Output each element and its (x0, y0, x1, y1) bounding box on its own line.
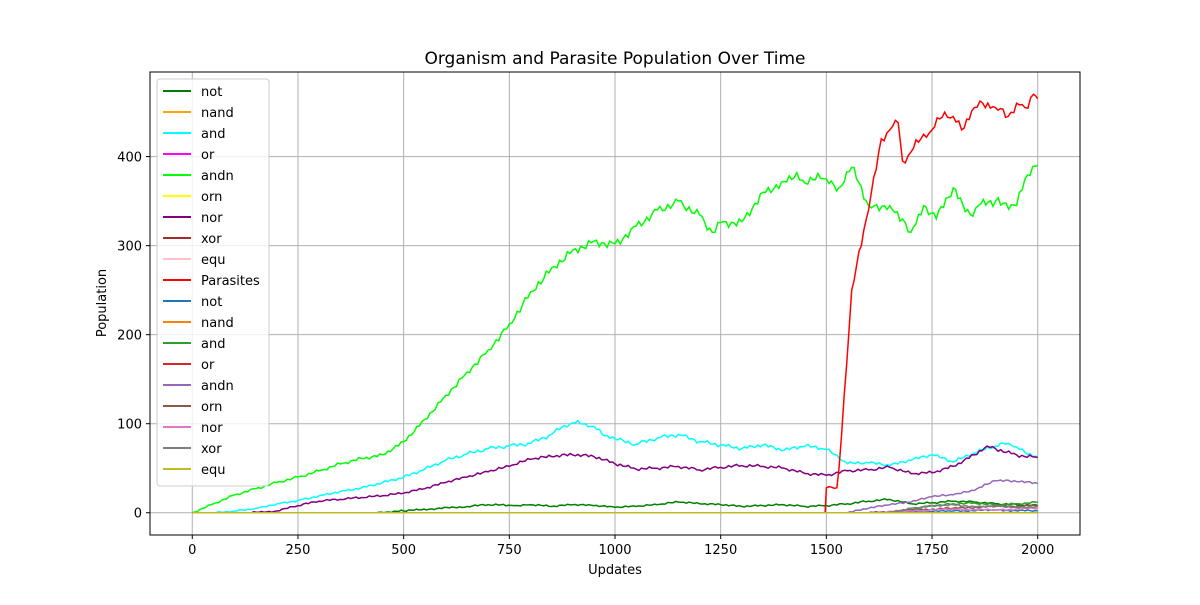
legend-label: or (201, 358, 215, 373)
legend-label: not (201, 295, 222, 310)
y-tick-label: 200 (117, 329, 142, 344)
x-tick-label: 1750 (915, 543, 948, 558)
x-tick-label: 250 (286, 543, 311, 558)
legend: not nand and or andn orn nor xor equ Parasites not… (156, 78, 270, 487)
x-tick-label: 500 (391, 543, 416, 558)
legend-label: and (201, 337, 225, 352)
series-lines (192, 93, 1039, 514)
x-tick-label: 1500 (810, 543, 843, 558)
legend-label: orn (201, 400, 222, 415)
legend-label: nand (201, 316, 234, 331)
y-tick-label: 0 (134, 507, 142, 522)
axis-ticks: 0 250 500 750 1000 1250 1500 1750 2000 0 100 200 300… (117, 151, 1054, 558)
legend-label: andn (201, 169, 234, 184)
x-tick-label: 1250 (704, 543, 737, 558)
legend-label: Parasites (201, 274, 260, 289)
legend-label: nor (201, 211, 223, 226)
legend-label: orn (201, 190, 222, 205)
x-tick-label: 750 (497, 543, 522, 558)
y-axis-label: Population (95, 269, 110, 337)
x-tick-label: 0 (188, 543, 196, 558)
x-axis-label: Updates (588, 563, 642, 578)
legend-label: or (201, 148, 215, 163)
series-line (192, 164, 1038, 514)
y-tick-label: 100 (117, 418, 142, 433)
legend-label: nor (201, 421, 223, 436)
x-tick-label: 2000 (1021, 543, 1054, 558)
chart-title: Organism and Parasite Population Over Ti… (424, 49, 805, 69)
legend-label: not (201, 85, 222, 100)
legend-label: xor (201, 442, 222, 457)
legend-label: equ (201, 253, 226, 268)
legend-label: equ (201, 463, 226, 478)
legend-label: nand (201, 106, 234, 121)
y-tick-label: 400 (117, 151, 142, 166)
legend-label: and (201, 127, 225, 142)
x-tick-label: 1000 (598, 543, 631, 558)
legend-label: andn (201, 379, 234, 394)
series-line (192, 419, 1038, 514)
series-line (192, 445, 1038, 514)
y-tick-label: 300 (117, 240, 142, 255)
legend-label: xor (201, 232, 222, 247)
